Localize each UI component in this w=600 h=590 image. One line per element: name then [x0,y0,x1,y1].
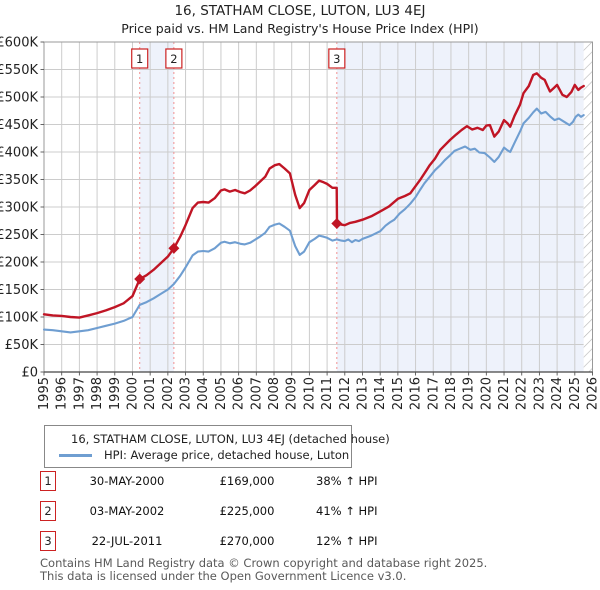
sale-number-badge: 3 [40,531,56,551]
sale-diamond [331,218,343,229]
svg-text:2012: 2012 [338,377,353,410]
page-title: 16, STATHAM CLOSE, LUTON, LU3 4EJ [174,3,426,19]
table-row: 1 30-MAY-2000 £169,000 38% ↑ HPI [40,470,377,492]
sale-diamond [134,273,146,285]
svg-text:£250K: £250K [0,228,38,243]
sale-number-badge: 2 [40,501,56,521]
sale-date: 03-MAY-2002 [89,504,165,518]
svg-text:£600K: £600K [0,36,38,51]
svg-text:2025: 2025 [568,377,583,410]
sale-number-badge: 1 [40,471,56,491]
svg-text:3: 3 [333,52,340,66]
svg-text:£0: £0 [21,366,38,381]
svg-text:2008: 2008 [267,377,282,410]
sale-diamond [168,242,180,254]
svg-text:2007: 2007 [249,377,264,410]
license-footer: Contains HM Land Registry data © Crown c… [40,557,580,582]
sale-price: £169,000 [219,474,275,488]
svg-text:2020: 2020 [479,377,494,410]
svg-text:1: 1 [136,52,143,66]
svg-text:2010: 2010 [302,377,317,410]
chart-legend: 16, STATHAM CLOSE, LUTON, LU3 4EJ (detac… [44,425,390,468]
legend-row-hpi: HPI: Average price, detached house, Luto… [45,447,351,463]
svg-text:1995: 1995 [37,377,52,410]
footer-copyright: Contains HM Land Registry data © Crown c… [40,556,488,570]
svg-text:£150K: £150K [0,283,38,298]
price-history-chart: 1 2 3£0£50K£100K£150K£200K£250K£300K£350K£… [0,36,600,411]
svg-text:2019: 2019 [462,377,477,410]
footer-license: This data is licensed under the Open Gov… [40,568,407,583]
svg-text:1998: 1998 [90,377,105,410]
hpi-line-swatch [59,453,92,457]
svg-text:2016: 2016 [409,377,424,410]
svg-text:2026: 2026 [586,377,600,410]
svg-text:2013: 2013 [355,377,370,410]
hpi-line [42,107,585,334]
svg-text:1999: 1999 [108,377,123,410]
svg-text:2023: 2023 [532,377,547,410]
svg-text:£450K: £450K [0,118,38,133]
x-axis-labels: 1995 1996 1997 1998 1999 2000 2001 2002 2003 2004… [37,377,600,410]
svg-text:£400K: £400K [0,146,38,161]
svg-text:2006: 2006 [232,377,247,410]
svg-text:2015: 2015 [391,377,406,410]
svg-text:£350K: £350K [0,173,38,188]
legend-label-hpi: HPI: Average price, detached house, Luto… [104,448,350,462]
svg-text:£550K: £550K [0,63,38,78]
sale-hpi-delta: 41% ↑ HPI [316,504,378,518]
svg-text:2000: 2000 [125,377,140,410]
svg-text:2003: 2003 [179,377,194,410]
page-subtitle: Price paid vs. HM Land Registry's House … [121,21,479,36]
sale-date: 22-JUL-2011 [91,534,163,548]
sale-price: £270,000 [219,534,275,548]
svg-text:2022: 2022 [515,377,530,410]
svg-text:£50K: £50K [5,338,39,353]
chart-titles: 16, STATHAM CLOSE, LUTON, LU3 4EJ Price … [0,3,600,37]
legend-label-property: 16, STATHAM CLOSE, LUTON, LU3 4EJ (detac… [71,432,390,446]
svg-text:2004: 2004 [196,377,211,410]
sale-number-boxes: 1 2 3 [131,48,346,69]
svg-text:2011: 2011 [320,377,335,410]
svg-text:2024: 2024 [550,377,565,410]
svg-text:2005: 2005 [214,377,229,410]
sale-hpi-delta: 38% ↑ HPI [316,474,378,488]
table-row: 3 22-JUL-2011 £270,000 12% ↑ HPI [40,530,377,552]
svg-text:£500K: £500K [0,91,38,106]
svg-text:2009: 2009 [285,377,300,410]
svg-text:2002: 2002 [161,377,176,410]
svg-text:2017: 2017 [426,377,441,410]
future-hatch-region [583,42,593,372]
axis-ticks [40,41,593,376]
svg-text:1996: 1996 [55,377,70,410]
svg-text:2018: 2018 [444,377,459,410]
sale-point-markers [134,218,343,285]
svg-text:£200K: £200K [0,256,38,271]
table-row: 2 03-MAY-2002 £225,000 41% ↑ HPI [40,500,377,522]
svg-text:2021: 2021 [497,377,512,410]
legend-row-property: 16, STATHAM CLOSE, LUTON, LU3 4EJ (detac… [45,431,390,447]
svg-text:2001: 2001 [143,377,158,410]
svg-text:£300K: £300K [0,201,38,216]
svg-text:1997: 1997 [72,377,87,410]
sale-date: 30-MAY-2000 [89,474,165,488]
svg-text:£100K: £100K [0,311,38,326]
sale-hpi-delta: 12% ↑ HPI [316,534,378,548]
svg-text:2014: 2014 [373,377,388,410]
y-axis-labels: £0 £50K £100K £150K £200K £250K £300K £350K £400… [0,36,38,381]
sale-price: £225,000 [219,504,275,518]
svg-text:2: 2 [170,52,177,66]
